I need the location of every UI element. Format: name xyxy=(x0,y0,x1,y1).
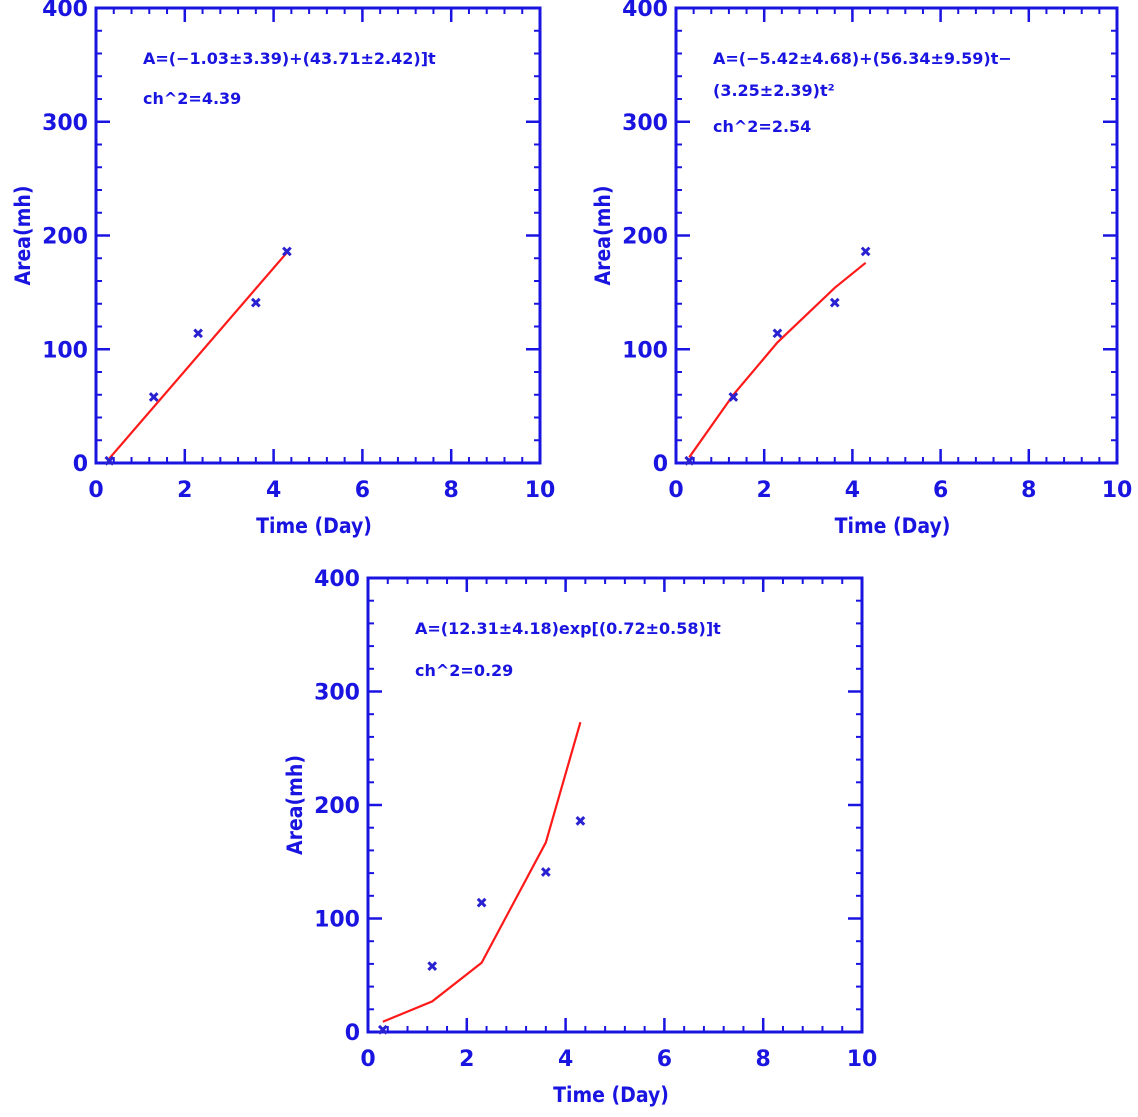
chart-1-fit-annotation: ch^2=4.39 xyxy=(143,89,241,108)
chart-2-data-point xyxy=(728,392,739,402)
chart-1-data-point xyxy=(250,297,261,308)
chart-3-data-point xyxy=(476,897,487,908)
chart-1-data-point xyxy=(282,246,292,257)
chart-3-ytick-label: 300 xyxy=(314,681,360,706)
chart-3-ytick-label: 0 xyxy=(345,1021,360,1046)
chart-2-xtick-label: 6 xyxy=(933,478,948,503)
chart-2-ytick-label: 100 xyxy=(622,338,668,363)
chart-3-y-axis-title: Area(mh) xyxy=(283,755,307,855)
chart-1-xtick-label: 8 xyxy=(444,478,459,503)
chart-2-fit-annotation: (3.25±2.39)t² xyxy=(713,81,835,100)
chart-3-data-point xyxy=(377,1024,388,1035)
chart-1-data-point xyxy=(148,392,159,402)
chart-1-plot-frame xyxy=(94,6,542,465)
chart-3-ytick-label: 100 xyxy=(314,908,360,933)
chart-3-plot-frame xyxy=(366,576,864,1034)
chart-1-x-axis-title: Time (Day) xyxy=(256,514,372,538)
chart-2-plot-frame xyxy=(674,6,1119,465)
chart-3-xtick-label: 6 xyxy=(657,1047,672,1072)
chart-1-ytick-label: 400 xyxy=(42,0,88,22)
chart-3-fit-line xyxy=(382,721,582,1023)
chart-1-y-axis-title: Area(mh) xyxy=(11,186,35,286)
chart-1-ytick-label: 200 xyxy=(42,225,88,250)
chart-3-xtick-label: 2 xyxy=(459,1047,474,1072)
chart-2-xtick-label: 2 xyxy=(757,478,772,503)
chart-2-ytick-label: 0 xyxy=(653,452,668,477)
chart-1-xtick-label: 4 xyxy=(266,478,281,503)
chart-3-x-axis-title: Time (Day) xyxy=(553,1083,669,1107)
chart-2-xtick-label: 4 xyxy=(845,478,860,503)
chart-3-data-point xyxy=(575,816,586,826)
chart-3-xtick-label: 8 xyxy=(756,1047,771,1072)
chart-1-xtick-label: 6 xyxy=(355,478,370,503)
chart-2-data-point xyxy=(684,455,695,466)
chart-1-ytick-label: 100 xyxy=(42,338,88,363)
chart-2-data-point xyxy=(829,297,840,308)
chart-2-y-axis-title: Area(mh) xyxy=(591,186,615,286)
chart-1-data-point xyxy=(104,455,115,466)
chart-3-xtick-label: 4 xyxy=(558,1047,573,1072)
chart-2-minor-ticks xyxy=(675,7,1118,464)
chart-2-data-point xyxy=(860,246,871,257)
chart-2-ytick-label: 200 xyxy=(622,225,668,250)
chart-3-fit-annotation: A=(12.31±4.18)exp[(0.72±0.58)]t xyxy=(415,619,721,638)
chart-3-ytick-label: 200 xyxy=(314,794,360,819)
chart-1-fit-line xyxy=(108,251,288,460)
chart-1-data-point xyxy=(193,328,203,339)
chart-1-ytick-label: 0 xyxy=(73,452,88,477)
chart-3-data-point xyxy=(540,867,551,877)
chart-2-xtick-label: 10 xyxy=(1102,478,1133,503)
chart-3-xtick-label: 0 xyxy=(360,1047,375,1072)
chart-2-xtick-label: 8 xyxy=(1021,478,1036,503)
chart-2-fit-annotation: ch^2=2.54 xyxy=(713,117,811,136)
chart-2-data-point xyxy=(772,328,783,339)
chart-1-ytick-label: 300 xyxy=(42,111,88,136)
chart-3-data-point xyxy=(427,961,438,972)
chart-2-fit-line xyxy=(688,261,867,458)
chart-1-xtick-label: 0 xyxy=(88,478,103,503)
chart-2-xtick-label: 0 xyxy=(668,478,683,503)
chart-2-x-axis-title: Time (Day) xyxy=(835,514,951,538)
chart-3-fit-annotation: ch^2=0.29 xyxy=(415,661,513,680)
chart-3-ytick-label: 400 xyxy=(314,567,360,592)
chart-1-xtick-label: 2 xyxy=(177,478,192,503)
chart-3-xtick-label: 10 xyxy=(847,1047,878,1072)
chart-1-minor-ticks xyxy=(95,7,541,464)
chart-2-ytick-label: 300 xyxy=(622,111,668,136)
chart-3-minor-ticks xyxy=(367,577,863,1033)
chart-2-ytick-label: 400 xyxy=(622,0,668,22)
chart-1-xtick-label: 10 xyxy=(525,478,556,503)
chart-1-fit-annotation: A=(−1.03±3.39)+(43.71±2.42)]t xyxy=(143,49,436,68)
chart-2-fit-annotation: A=(−5.42±4.68)+(56.34±9.59)t− xyxy=(713,49,1012,68)
